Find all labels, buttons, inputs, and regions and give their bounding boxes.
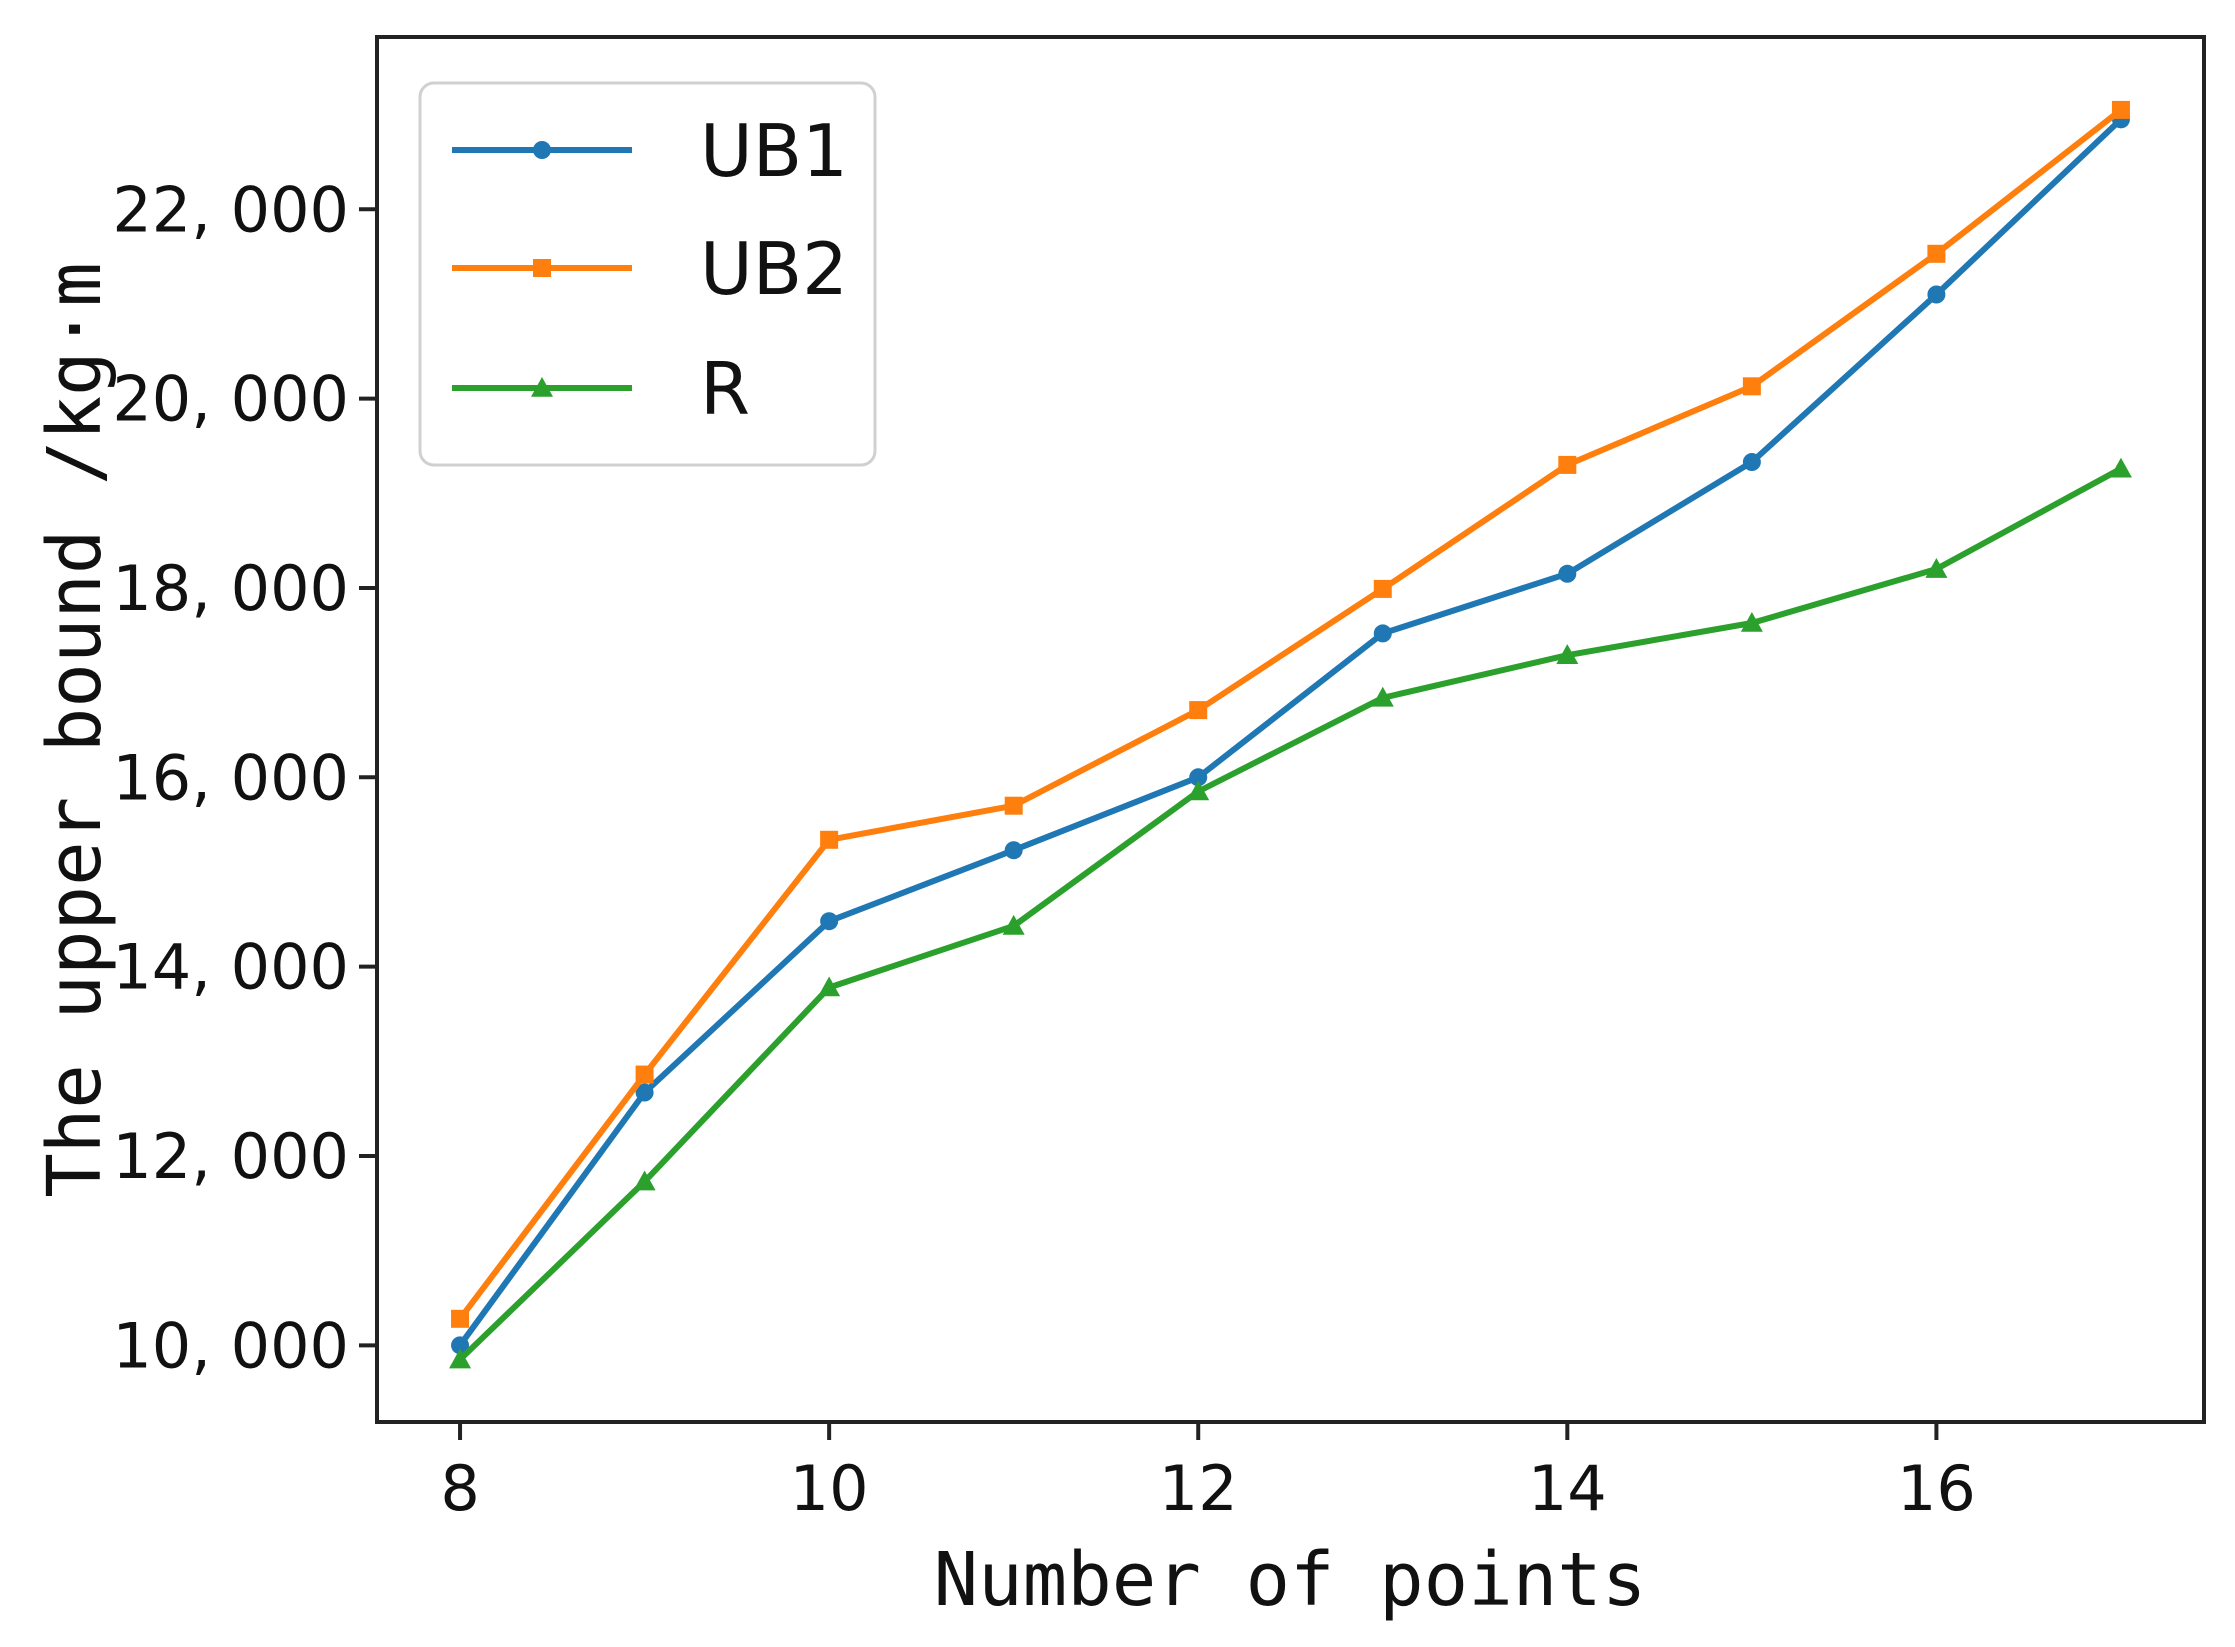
data-point [1004, 796, 1023, 815]
data-point [1189, 701, 1208, 720]
y-tick-label: 16, 000 [112, 741, 349, 814]
legend-marker [531, 377, 553, 397]
data-point [1927, 244, 1946, 263]
data-point [1373, 624, 1392, 643]
data-point [633, 1170, 656, 1191]
data-point [1004, 841, 1023, 860]
data-point [451, 1336, 470, 1355]
data-point [1556, 644, 1579, 664]
y-tick-label: 18, 000 [112, 552, 349, 625]
legend-label: R [700, 347, 750, 431]
legend-label: UB1 [700, 109, 848, 193]
series-line-r [457, 466, 2123, 1362]
x-tick-label: 14 [1528, 1452, 1607, 1525]
y-axis-label: The upper bound /kg·m [32, 262, 118, 1198]
series-layer [449, 100, 2132, 1369]
data-point [820, 830, 839, 849]
plot-area [375, 35, 2206, 1424]
data-point [820, 912, 839, 931]
data-point [1189, 768, 1208, 787]
legend-box [418, 81, 877, 467]
data-point [2111, 100, 2130, 119]
data-point [1002, 914, 1025, 935]
data-point [818, 976, 841, 997]
x-tick-label: 10 [790, 1452, 869, 1525]
series-line-ub2 [457, 107, 2123, 1321]
y-tick-label: 10, 000 [112, 1309, 349, 1382]
data-point [1740, 611, 1763, 632]
data-point [635, 1065, 654, 1084]
data-point [1558, 455, 1577, 474]
data-point [1187, 780, 1210, 801]
data-point [635, 1083, 654, 1102]
series-ub2 [451, 100, 2130, 1328]
legend-item-ub2: UB2 [452, 227, 848, 311]
y-tick-label: 12, 000 [112, 1120, 349, 1193]
x-axis-label: Number of points [934, 1537, 1647, 1623]
legend-marker [533, 259, 551, 277]
x-tick-label: 16 [1897, 1452, 1976, 1525]
y-tick-label: 20, 000 [112, 363, 349, 436]
y-tick-label: 14, 000 [112, 931, 349, 1004]
data-point [1925, 558, 1948, 578]
data-point [1927, 285, 1946, 304]
y-axis: 10, 000 12, 000 14, 000 16, 000 18, 000 20, 0… [112, 173, 377, 1382]
y-tick-label: 22, 000 [112, 173, 349, 246]
data-point [1558, 564, 1577, 583]
data-point [2109, 457, 2132, 478]
data-point [1742, 453, 1761, 472]
legend: UB1 UB2 R [418, 81, 877, 467]
series-r [449, 457, 2132, 1369]
data-point [1742, 377, 1761, 396]
x-tick-label: 8 [440, 1452, 479, 1525]
legend-label: UB2 [700, 227, 848, 311]
data-point [451, 1309, 470, 1328]
data-point [449, 1348, 472, 1369]
plot-frame [375, 35, 2206, 1424]
legend-item-ub1: UB1 [452, 109, 848, 193]
series-line-ub1 [457, 117, 2124, 1348]
x-axis: 8 10 12 14 16 [440, 1422, 1976, 1525]
data-point [1371, 686, 1394, 707]
series-ub1 [451, 110, 2130, 1355]
data-point [1373, 579, 1392, 598]
legend-item-r: R [452, 347, 750, 431]
x-tick-label: 12 [1159, 1452, 1238, 1525]
legend-marker [533, 141, 551, 159]
